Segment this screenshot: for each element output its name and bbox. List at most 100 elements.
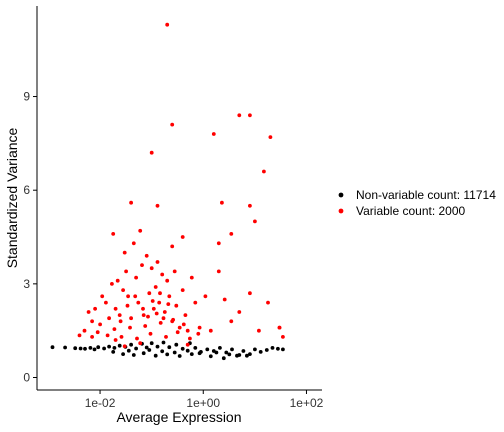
- data-point: [170, 122, 175, 127]
- data-point: [257, 328, 261, 333]
- data-point: [174, 342, 179, 347]
- data-point: [153, 285, 158, 289]
- data-point: [125, 303, 130, 308]
- data-point: [276, 346, 280, 351]
- data-point: [100, 294, 105, 299]
- data-point: [205, 347, 210, 352]
- data-point: [177, 354, 182, 358]
- data-point: [165, 352, 170, 357]
- data-point: [230, 347, 234, 352]
- data-point: [266, 300, 270, 305]
- data-point: [155, 203, 160, 208]
- data-point: [268, 135, 273, 140]
- data-point: [224, 350, 229, 355]
- data-point: [277, 325, 282, 330]
- data-point: [281, 347, 285, 352]
- data-point: [111, 350, 116, 354]
- data-point: [149, 150, 154, 155]
- data-point: [180, 288, 185, 292]
- data-point: [141, 351, 146, 356]
- data-point: [83, 346, 87, 351]
- series-non-variable: [50, 340, 285, 361]
- data-point: [208, 354, 213, 359]
- data-point: [183, 313, 188, 317]
- data-point: [281, 335, 285, 339]
- data-point: [185, 328, 190, 333]
- data-point: [157, 300, 162, 305]
- data-point: [131, 241, 136, 246]
- data-point: [93, 306, 97, 311]
- x-tick-label: 1e+02: [290, 396, 324, 410]
- data-point: [133, 294, 138, 299]
- data-point: [131, 353, 136, 357]
- data-point: [171, 317, 176, 322]
- data-point: [96, 345, 101, 350]
- data-point: [264, 348, 269, 352]
- data-point: [158, 321, 163, 325]
- data-point: [180, 235, 185, 239]
- data-point: [136, 300, 141, 305]
- x-axis-title: Average Expression: [116, 409, 241, 425]
- data-point: [220, 200, 224, 205]
- data-point: [98, 322, 102, 327]
- data-point: [237, 310, 242, 314]
- data-point: [119, 335, 124, 339]
- legend-swatch-non-variable: [338, 192, 344, 198]
- data-point: [78, 346, 83, 351]
- data-point: [166, 302, 171, 306]
- data-point: [112, 327, 117, 331]
- data-point: [90, 319, 94, 324]
- data-point: [129, 342, 134, 347]
- data-point: [189, 275, 194, 280]
- data-point: [147, 348, 152, 352]
- data-point: [135, 336, 139, 341]
- points-layer: [50, 22, 285, 361]
- data-point: [262, 169, 266, 174]
- data-point: [148, 331, 153, 336]
- data-point: [253, 347, 257, 352]
- data-point: [126, 294, 130, 299]
- data-point: [121, 352, 125, 356]
- data-point: [121, 288, 125, 292]
- series-variable: [77, 22, 285, 349]
- data-point: [181, 322, 186, 327]
- data-point: [113, 306, 118, 311]
- data-point: [248, 291, 252, 296]
- data-point: [128, 325, 132, 330]
- data-point: [229, 232, 234, 236]
- data-point: [117, 313, 122, 317]
- data-point: [227, 352, 232, 357]
- data-point: [110, 282, 114, 286]
- data-point: [90, 335, 94, 339]
- data-point: [155, 344, 160, 349]
- data-point: [270, 346, 275, 350]
- data-point: [248, 203, 252, 208]
- y-tick-label: 3: [23, 277, 30, 291]
- data-point: [122, 250, 127, 255]
- data-point: [50, 345, 55, 350]
- data-point: [203, 294, 208, 299]
- x-ticks: 1e-02 1e+00 1e+02: [85, 390, 324, 410]
- data-point: [151, 306, 156, 311]
- data-point: [229, 319, 234, 324]
- data-point: [177, 325, 182, 330]
- legend-swatch-variable: [338, 208, 344, 214]
- data-point: [211, 132, 216, 136]
- data-point: [241, 349, 246, 353]
- data-point: [141, 306, 145, 311]
- data-point: [164, 335, 168, 339]
- x-tick-label: 1e+00: [186, 396, 220, 410]
- data-point: [174, 303, 179, 308]
- data-point: [248, 113, 252, 118]
- data-point: [149, 341, 154, 346]
- data-point: [140, 263, 144, 267]
- data-point: [197, 325, 202, 330]
- data-point: [117, 343, 122, 348]
- y-tick-label: 0: [23, 371, 30, 385]
- data-point: [248, 352, 252, 356]
- legend-label-non-variable: Non-variable count: 11714: [356, 188, 496, 202]
- data-point: [92, 347, 97, 352]
- data-point: [218, 346, 222, 350]
- data-point: [112, 346, 117, 350]
- data-point: [154, 311, 159, 316]
